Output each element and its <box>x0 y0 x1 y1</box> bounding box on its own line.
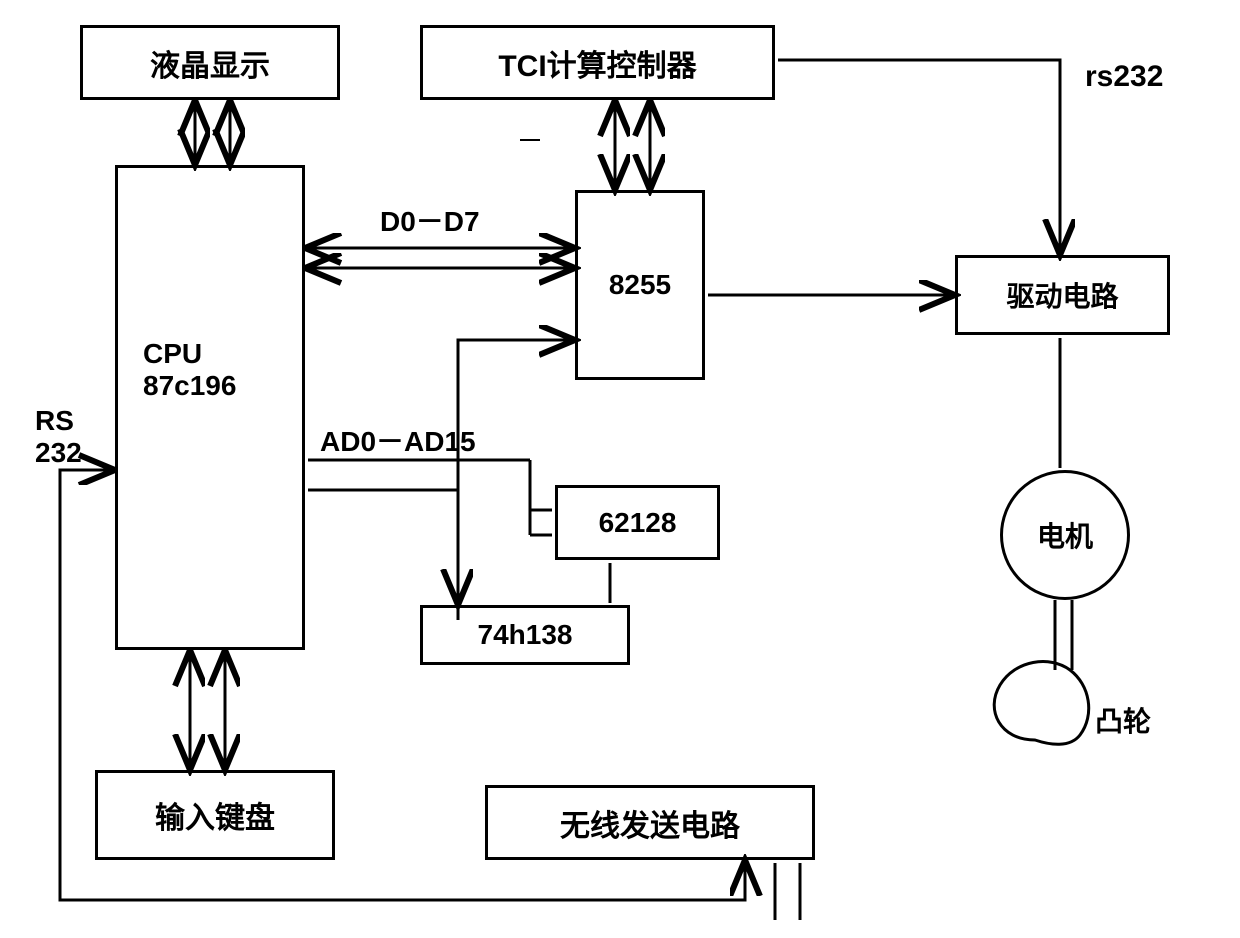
cpu-box: CPU 87c196 <box>115 165 305 650</box>
wireless-label: 无线发送电路 <box>560 801 740 845</box>
wireless-box: 无线发送电路 <box>485 785 815 860</box>
motor-label: 电机 <box>1037 515 1093 555</box>
keyboard-label: 输入键盘 <box>155 793 275 837</box>
cam-text-label: 凸轮 <box>1095 700 1151 740</box>
cpu-label: CPU 87c196 <box>143 338 236 402</box>
ad0ad15-label: AD0－AD15 <box>320 420 476 460</box>
drive-label: 驱动电路 <box>1006 275 1118 315</box>
drive-box: 驱动电路 <box>955 255 1170 335</box>
lcd-label: 液晶显示 <box>150 41 270 85</box>
tci-box: TCI计算控制器 <box>420 25 775 100</box>
motor-circle: 电机 <box>1000 470 1130 600</box>
rs232-top-label: rs232 <box>1085 60 1163 94</box>
chip74h138-box: 74h138 <box>420 605 630 665</box>
keyboard-box: 输入键盘 <box>95 770 335 860</box>
chip62128-box: 62128 <box>555 485 720 560</box>
d0d7-label: D0－D7 <box>380 200 480 240</box>
chip62128-label: 62128 <box>599 507 677 539</box>
tci-label: TCI计算控制器 <box>498 41 696 85</box>
lcd-box: 液晶显示 <box>80 25 340 100</box>
chip8255-box: 8255 <box>575 190 705 380</box>
chip8255-label: 8255 <box>609 269 671 301</box>
chip74h138-label: 74h138 <box>478 619 573 651</box>
rs232-left-label: RS 232 <box>35 405 82 469</box>
